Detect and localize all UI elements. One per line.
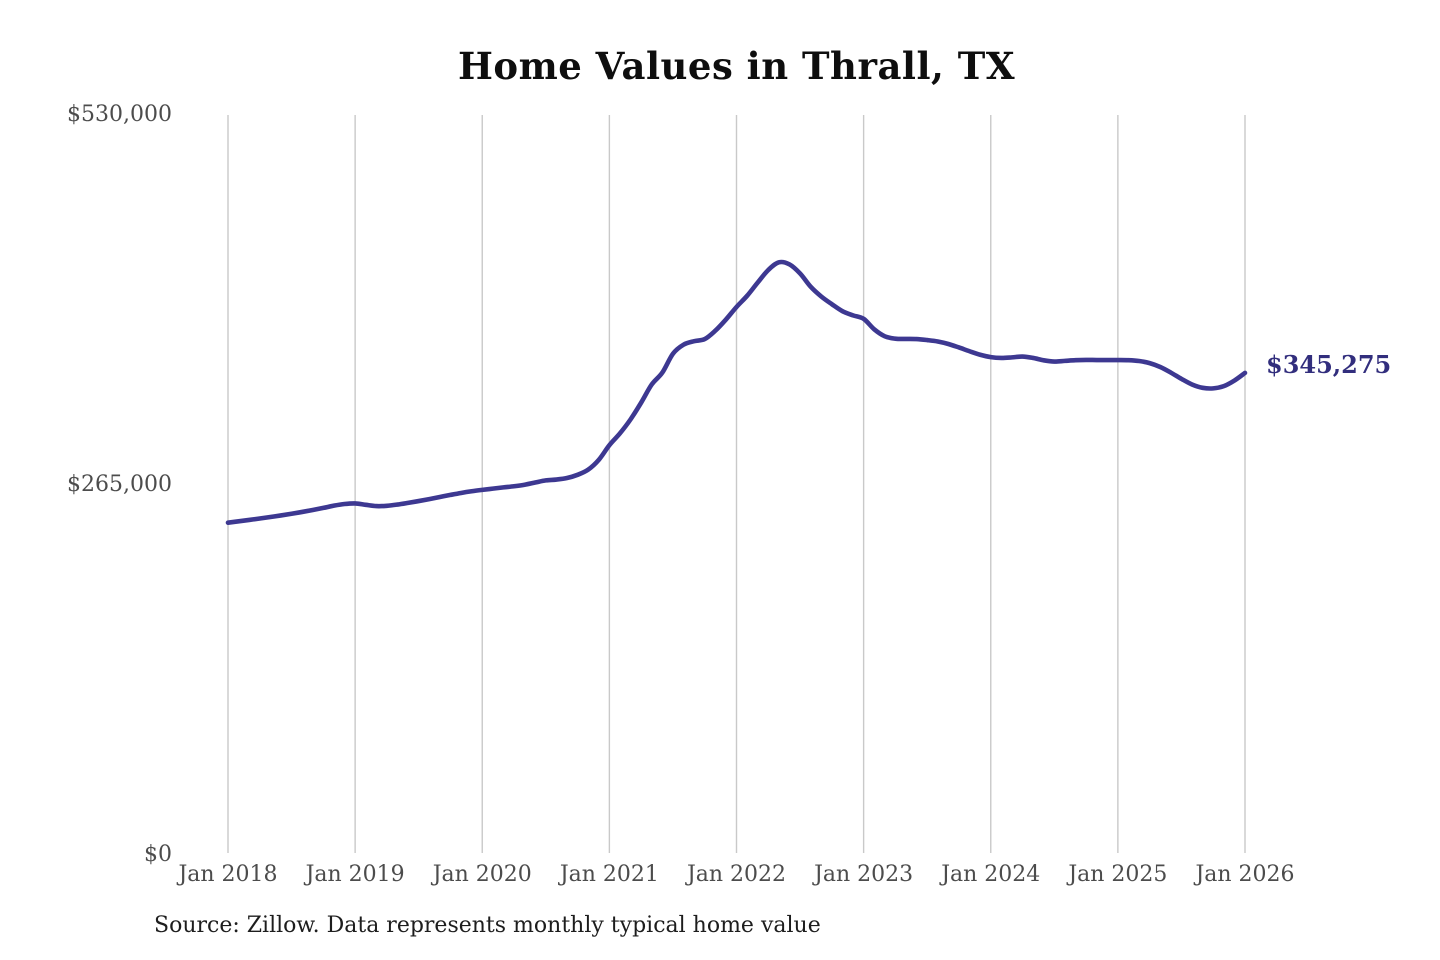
y-tick-label: $0 [144, 842, 172, 867]
x-tick-label: Jan 2026 [1195, 862, 1295, 887]
x-tick-label: Jan 2024 [941, 862, 1041, 887]
x-tick-label: Jan 2025 [1068, 862, 1168, 887]
y-tick-label: $265,000 [67, 472, 172, 497]
x-tick-label: Jan 2018 [178, 862, 278, 887]
x-tick-label: Jan 2022 [686, 862, 787, 887]
gridlines [227, 115, 1246, 853]
x-tick-label: Jan 2023 [814, 862, 914, 887]
x-tick-label: Jan 2019 [305, 862, 405, 887]
home-value-line [225, 259, 1248, 525]
x-tick-label: Jan 2021 [559, 862, 659, 887]
current-value-label: $345,275 [1266, 350, 1392, 379]
x-tick-label: Jan 2020 [432, 862, 532, 887]
source-note: Source: Zillow. Data represents monthly … [154, 913, 821, 938]
chart-title: Home Values in Thrall, TX [457, 44, 1016, 88]
y-tick-label: $530,000 [67, 102, 172, 127]
